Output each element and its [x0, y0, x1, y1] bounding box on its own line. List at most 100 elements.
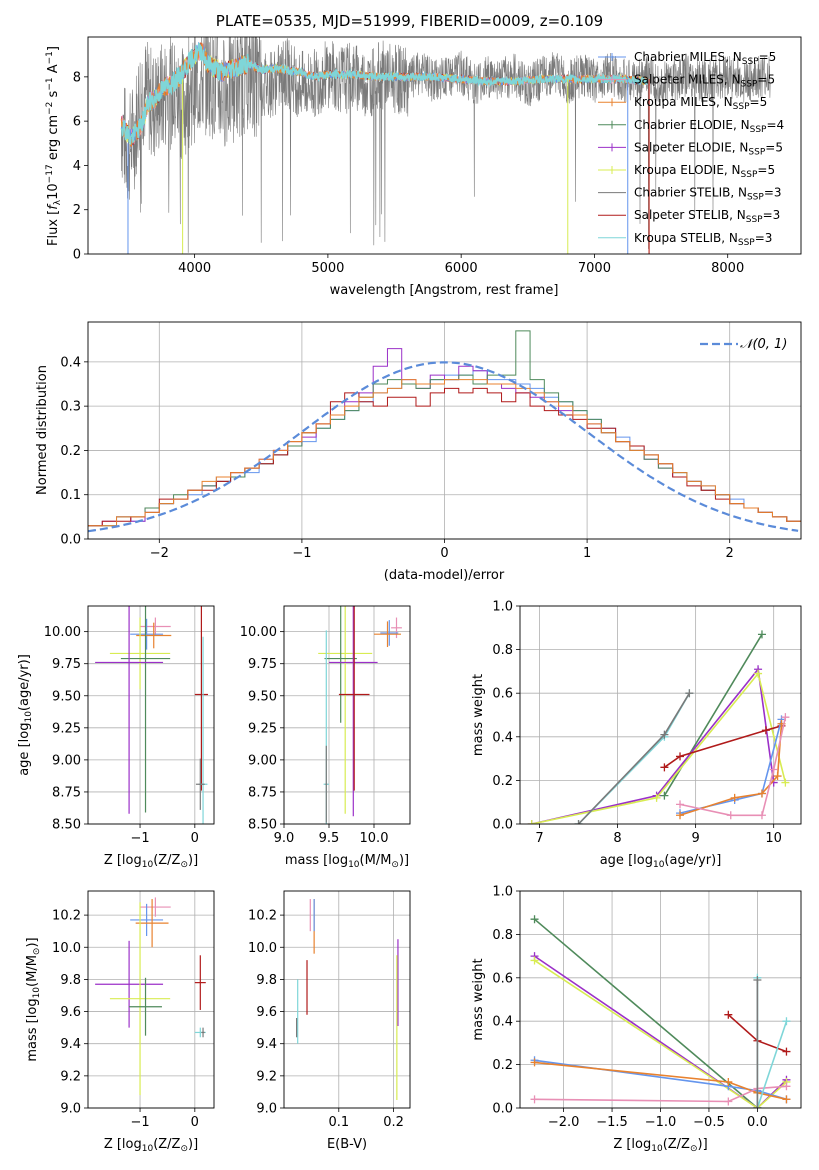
label-part: =5 [759, 50, 777, 64]
y-axis-label: age [log10(age/yr)] [17, 654, 34, 776]
y-axis-label: Normed distribution [35, 365, 50, 495]
label-part: 10 [653, 860, 665, 870]
y-tick-label: 10.2 [52, 909, 81, 924]
point-marker [676, 811, 685, 820]
label-part: Z [log [104, 1137, 142, 1152]
label-part: ⊙ [32, 948, 42, 956]
axes-frame [283, 605, 411, 825]
label-part: =5 [757, 73, 775, 87]
legend-label: Chabrier MILES, NSSP=5 [634, 50, 776, 67]
x-tick-label: −1 [130, 831, 149, 846]
x-tick-label: 7 [535, 831, 543, 846]
y-tick-label: 9.4 [60, 1037, 81, 1052]
label-part: mass [log [25, 998, 40, 1061]
y-tick-label: 1.0 [492, 600, 513, 615]
label-part: =3 [755, 231, 773, 245]
y-tick-label: 0.8 [492, 643, 513, 658]
y-tick-label: 8.50 [52, 818, 81, 833]
series-line [533, 918, 758, 1108]
x-tick-label: 0.0 [747, 1115, 768, 1130]
label-part: )] [698, 1137, 708, 1152]
point-marker [782, 1017, 791, 1026]
axes-frame [87, 321, 802, 540]
legend-label: Chabrier STELIB, NSSP=3 [634, 186, 782, 203]
y-axis-label: mass weight [471, 674, 486, 756]
point-marker [660, 791, 669, 800]
y-tick-label: 0.2 [492, 774, 513, 789]
point-marker [676, 800, 685, 809]
x-axis-label: wavelength [Angstrom, rest frame] [330, 283, 559, 298]
point-marker [724, 1077, 733, 1086]
point-marker [781, 713, 790, 722]
y-tick-label: 0.6 [492, 687, 513, 702]
label-part: (M/M [25, 955, 40, 987]
figure-title: PLATE=0535, MJD=51999, FIBERID=0009, z=0… [215, 12, 604, 30]
y-tick-label: 0 [73, 248, 81, 263]
point-marker [527, 820, 536, 824]
series-line [534, 1085, 787, 1103]
label-part: λ [53, 199, 63, 205]
x-tick-label: 1 [583, 546, 591, 561]
label-part: A [46, 64, 61, 77]
y-tick-label: 9.6 [60, 1005, 81, 1020]
point-marker [530, 956, 539, 965]
y-tick-label: 0.4 [492, 1015, 513, 1030]
label-part: (age/yr)] [17, 654, 32, 711]
point-marker [782, 1095, 791, 1104]
point-marker [652, 793, 661, 802]
legend-label: 𝒩(0, 1) [740, 337, 787, 352]
y-tick-label: 9.25 [52, 721, 81, 736]
label-part: SSP [748, 147, 765, 157]
legend-label: Salpeter MILES, NSSP=5 [634, 73, 775, 90]
y-tick-label: 9.25 [248, 721, 277, 736]
axes-frame [283, 890, 411, 1109]
label-part: (Z/Z [153, 1137, 180, 1152]
point-marker [530, 1095, 539, 1104]
y-tick-label: 9.75 [248, 657, 277, 672]
label-part: SSP [741, 80, 758, 90]
series-line [663, 725, 782, 768]
point-marker [726, 811, 735, 820]
label-part: SSP [741, 170, 758, 180]
label-part: ] [46, 46, 61, 51]
label-part: Z [log [104, 853, 142, 868]
plot-area [88, 330, 801, 533]
x-tick-label: 9 [691, 831, 699, 846]
label-part: ⊙ [180, 860, 188, 870]
legend-label: Salpeter STELIB, NSSP=3 [634, 208, 780, 225]
x-tick-label: 6000 [445, 261, 478, 276]
series-line [531, 667, 775, 824]
label-part: s [46, 90, 61, 101]
y-tick-label: 0.3 [60, 400, 81, 415]
point-marker [660, 763, 669, 772]
y-tick-label: 9.50 [52, 689, 81, 704]
label-part: SSP [746, 215, 763, 225]
label-part: )] [25, 937, 40, 947]
label-part: Salpeter STELIB, N [634, 208, 746, 222]
legend-label: Kroupa STELIB, NSSP=3 [634, 231, 772, 248]
y-tick-label: 8.75 [52, 785, 81, 800]
label-part: =5 [757, 163, 775, 177]
label-part: age [log [600, 853, 653, 868]
label-part: SSP [733, 102, 750, 112]
label-part: erg cm [46, 115, 61, 164]
x-axis-label: Z [log10(Z/Z⊙)] [104, 1137, 198, 1154]
point-marker [574, 820, 583, 824]
y-tick-label: 9.00 [248, 753, 277, 768]
x-tick-label: 0 [191, 1115, 199, 1130]
point-marker [757, 811, 766, 820]
y-tick-label: 9.4 [256, 1037, 277, 1052]
y-tick-label: 2 [73, 203, 81, 218]
x-tick-label: −1.0 [645, 1115, 677, 1130]
plot-area [527, 630, 790, 824]
y-tick-label: 0.1 [60, 488, 81, 503]
x-tick-label: 0.2 [383, 1115, 404, 1130]
point-marker [773, 772, 782, 781]
y-tick-label: 8.50 [248, 818, 277, 833]
y-tick-label: 9.0 [256, 1102, 277, 1117]
series-line [534, 959, 788, 1108]
series-line [534, 1059, 787, 1101]
label-part: (age/yr)] [664, 853, 721, 868]
legend: Chabrier MILES, NSSP=5 Salpeter MILES, NS… [598, 50, 784, 248]
